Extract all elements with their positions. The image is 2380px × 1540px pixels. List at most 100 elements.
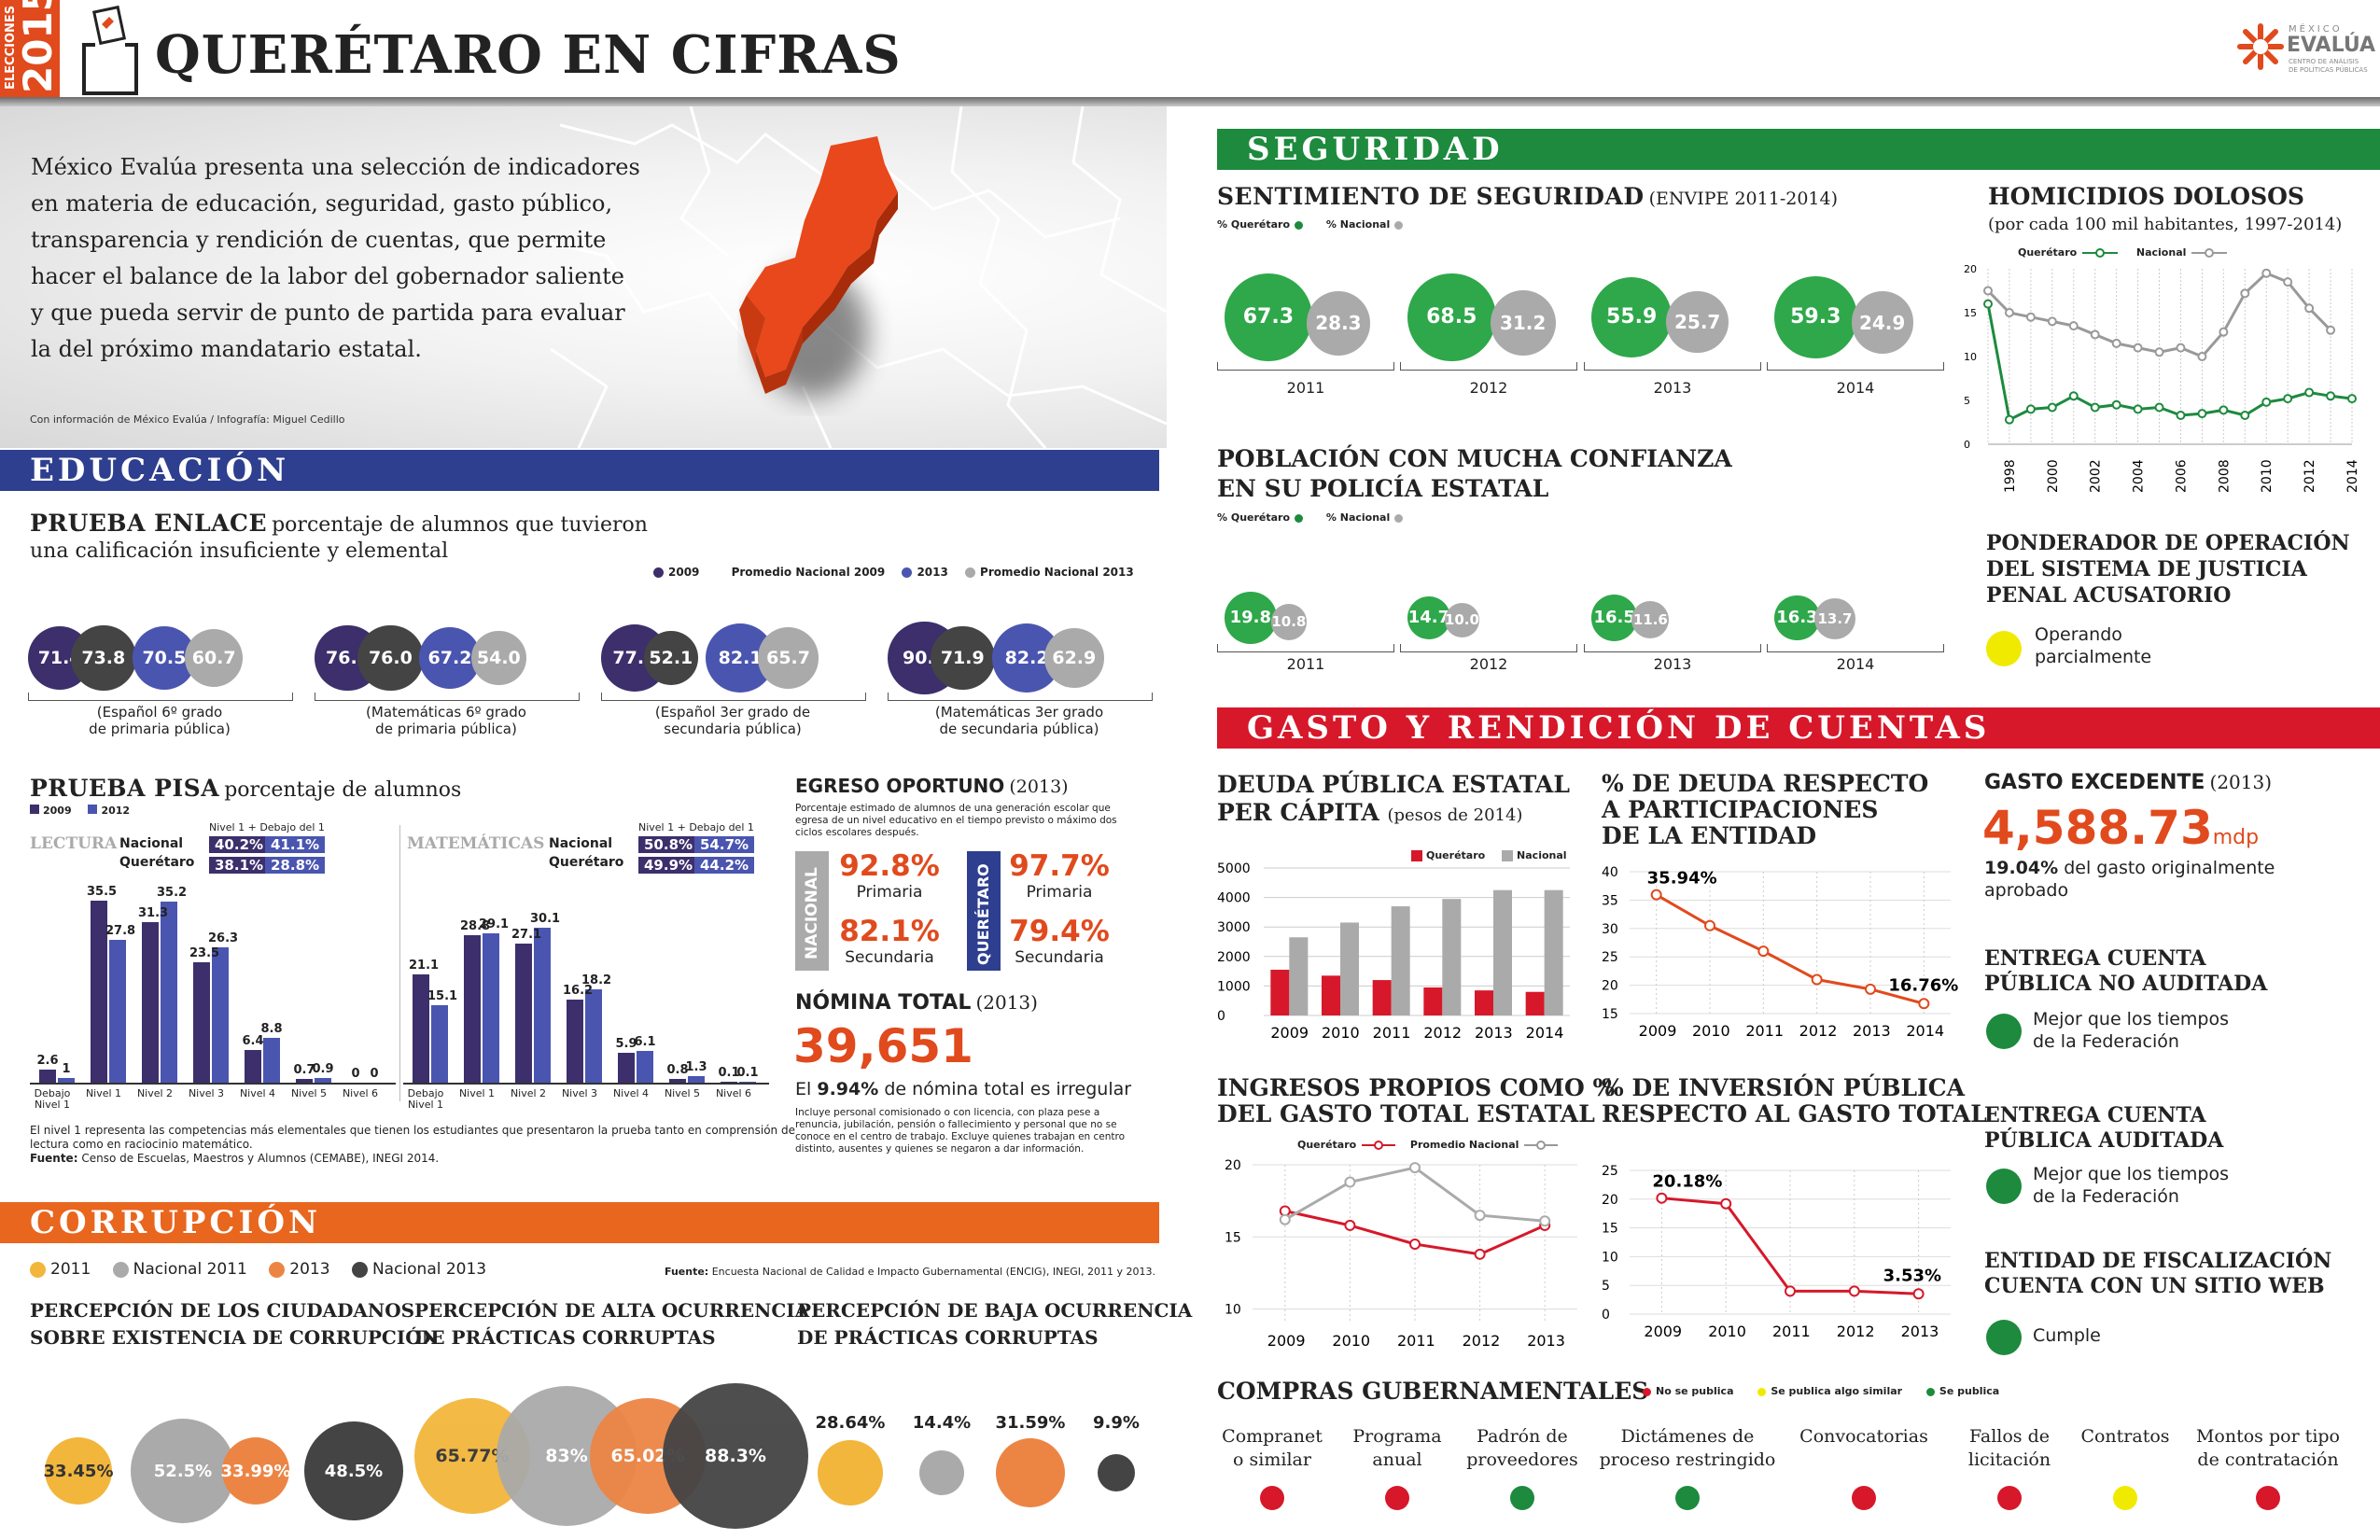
data-point bbox=[2240, 288, 2250, 299]
homicidios-legend: Querétaro Nacional bbox=[2018, 246, 2229, 259]
enlace-value-circle: 76.0 bbox=[357, 624, 424, 692]
x-tick-label: 2011 bbox=[1373, 1024, 1411, 1042]
bar-2012 bbox=[431, 1004, 448, 1083]
compras-label: Convocatorias bbox=[1799, 1426, 1928, 1447]
status-line: Mejor que los tiempos bbox=[2033, 1009, 2230, 1029]
ponderador-title: PONDERADOR DE OPERACIÓN DEL SISTEMA DE JU… bbox=[1986, 530, 2350, 609]
bracket bbox=[1767, 644, 1944, 652]
qro-circle: 68.5 bbox=[1407, 273, 1496, 362]
nacional-secundaria: 82.1% Secundaria bbox=[838, 915, 941, 967]
data-point bbox=[1704, 919, 1715, 931]
title-line: ENTREGA CUENTA bbox=[1984, 946, 2206, 971]
pisa-note1: El nivel 1 representa las competencias m… bbox=[30, 1124, 795, 1137]
pisa-legend: 2009 2012 bbox=[30, 805, 130, 817]
title-line: EN SU POLICÍA ESTATAL bbox=[1217, 475, 1549, 502]
nomina-desc: Incluye personal comisionado o con licen… bbox=[795, 1107, 1125, 1155]
data-point bbox=[1650, 889, 1662, 901]
level-label: Debajo Nivel 1 bbox=[34, 1087, 71, 1111]
corr-circle bbox=[919, 1450, 964, 1495]
bar-label-2009: 5.9 bbox=[615, 1036, 637, 1051]
legend-dot bbox=[717, 567, 727, 578]
data-label: 16.76% bbox=[1888, 975, 1958, 995]
y-tick-label: 30 bbox=[1602, 922, 1618, 937]
qro-circle: 16.3 bbox=[1774, 595, 1820, 641]
x-tick-label: 2006 bbox=[2174, 459, 2189, 493]
bar-nacional bbox=[1340, 922, 1359, 1015]
pill-2009: 50.8% bbox=[638, 836, 699, 853]
bar-queretaro bbox=[1423, 987, 1443, 1015]
legend-label: 2011 bbox=[50, 1260, 91, 1279]
data-point bbox=[2004, 414, 2014, 425]
bar-label-2009: 27.1 bbox=[511, 927, 542, 942]
gasto-exc-value-row: 4,588.73mdp bbox=[1982, 801, 2259, 855]
nacional-label: Nacional bbox=[549, 836, 613, 851]
bar-label-2012: 30.1 bbox=[530, 912, 561, 927]
x-tick-label: 2009 bbox=[1270, 1024, 1309, 1042]
compras-label: de contratación bbox=[2197, 1449, 2339, 1470]
fuente-text: Censo de Escuelas, Maestros y Alumnos (C… bbox=[81, 1152, 440, 1165]
group-bracket bbox=[315, 693, 580, 701]
y-tick-label: 0 bbox=[1217, 1009, 1225, 1024]
data-point bbox=[2219, 405, 2229, 415]
nivel-header: Nivel 1 + Debajo del 1 bbox=[638, 821, 754, 833]
bar-label-2012: 8.8 bbox=[260, 1021, 283, 1036]
bar-2012 bbox=[58, 1077, 75, 1083]
title-line: DE LA ENTIDAD bbox=[1602, 822, 1817, 849]
egreso-desc-line: Porcentaje estimado de alumnos de una ge… bbox=[795, 803, 1111, 814]
x-tick-label: 2010 bbox=[1692, 1022, 1730, 1040]
data-point bbox=[2261, 268, 2272, 278]
status-yellow-dot bbox=[1986, 631, 2022, 666]
year-label: 2013 bbox=[1653, 655, 1692, 673]
title-line: DE PRÁCTICAS CORRUPTAS bbox=[414, 1326, 716, 1349]
year-label: 2012 bbox=[1469, 379, 1508, 397]
queretaro-tag-label: QUERÉTARO bbox=[974, 863, 992, 965]
legend-label: % Nacional bbox=[1325, 218, 1391, 231]
pill-2012: 44.2% bbox=[694, 857, 755, 874]
corr-title-3: PERCEPCIÓN DE BAJA OCURRENCIA DE PRÁCTICA… bbox=[797, 1297, 1192, 1351]
section-band-gasto: GASTO Y RENDICIÓN DE CUENTAS bbox=[1217, 707, 2380, 749]
legend-label: Querétaro bbox=[2018, 246, 2078, 259]
fiscalizacion-title: ENTIDAD DE FISCALIZACIÓN CUENTA CON UN SI… bbox=[1984, 1249, 2331, 1299]
pisa-baseline bbox=[30, 1083, 396, 1085]
corr-value: 28.64% bbox=[815, 1413, 886, 1433]
data-point bbox=[2133, 404, 2143, 414]
x-tick-label: 2008 bbox=[2217, 459, 2232, 493]
enlace-sub2: una calificación insuficiente y elementa… bbox=[30, 539, 449, 563]
legend-label: % Querétaro bbox=[1217, 218, 1291, 231]
title-line: SOBRE EXISTENCIA DE CORRUPCIÓN bbox=[30, 1326, 439, 1349]
compras-label: anual bbox=[1372, 1449, 1422, 1470]
confianza-title: POBLACIÓN CON MUCHA CONFIANZA EN SU POLIC… bbox=[1217, 444, 1732, 504]
legend-dot bbox=[965, 567, 976, 578]
status-line: de la Federación bbox=[2033, 1031, 2179, 1052]
x-tick-label: 2012 bbox=[1423, 1024, 1462, 1042]
gasto-exc-unit: mdp bbox=[2212, 826, 2260, 849]
y-tick-label: 25 bbox=[1602, 1164, 1618, 1179]
group-label: (Español 6º grado bbox=[96, 704, 223, 721]
y-tick-label: 3000 bbox=[1217, 920, 1251, 935]
qro-circle: 19.8 bbox=[1225, 592, 1277, 644]
corrupcion-fuente: Fuente: Encuesta Nacional de Calidad e I… bbox=[665, 1266, 1155, 1278]
y-tick-label: 20 bbox=[1225, 1158, 1241, 1173]
bar-2009 bbox=[618, 1052, 635, 1083]
year-label: 2013 bbox=[1653, 379, 1692, 397]
ingresos-title: INGRESOS PROPIOS COMO % DEL GASTO TOTAL E… bbox=[1217, 1075, 1615, 1127]
compras-status-dot bbox=[1260, 1486, 1284, 1510]
compras-label: o similar bbox=[1233, 1449, 1311, 1470]
nomina-text-a: El bbox=[795, 1079, 812, 1099]
status-green-dot bbox=[1986, 1169, 2022, 1204]
bar-2012 bbox=[688, 1075, 705, 1083]
nomina-desc-line: Incluye personal comisionado o con licen… bbox=[795, 1107, 1100, 1118]
gasto-exc-heading: GASTO EXCEDENTE (2013) bbox=[1984, 771, 2272, 794]
title-line: ENTREGA CUENTA bbox=[1984, 1103, 2206, 1127]
deuda-title: DEUDA PÚBLICA ESTATAL PER CÁPITA (pesos … bbox=[1217, 771, 1570, 830]
year-label: 2011 bbox=[1286, 379, 1325, 397]
bar-2012 bbox=[739, 1082, 756, 1083]
bar-2012 bbox=[212, 947, 229, 1083]
enlace-legend: 2009 Promedio Nacional 2009 2013 Promedi… bbox=[653, 566, 1134, 579]
bar-2012 bbox=[263, 1037, 280, 1083]
bar-2009 bbox=[142, 921, 159, 1083]
section-band-corrupcion: CORRUPCIÓN bbox=[0, 1202, 1159, 1243]
qro-circle: 55.9 bbox=[1591, 276, 1673, 358]
sentimiento-heading: SENTIMIENTO DE SEGURIDAD (ENVIPE 2011-20… bbox=[1217, 183, 1838, 210]
corr-circle bbox=[996, 1438, 1065, 1507]
